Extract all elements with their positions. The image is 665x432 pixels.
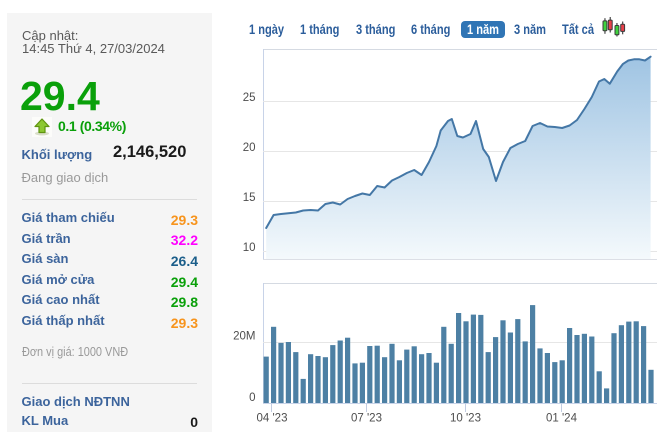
svg-text:20: 20 [243,142,256,154]
svg-text:07 '23: 07 '23 [351,413,382,425]
svg-text:25: 25 [243,92,256,104]
svg-text:20M: 20M [233,331,255,343]
svg-text:01 '24: 01 '24 [546,413,578,425]
svg-text:0: 0 [249,392,255,404]
svg-text:15: 15 [243,192,256,204]
svg-text:04 '23: 04 '23 [257,413,288,425]
svg-text:10: 10 [243,242,256,254]
svg-text:10 '23: 10 '23 [450,413,481,425]
